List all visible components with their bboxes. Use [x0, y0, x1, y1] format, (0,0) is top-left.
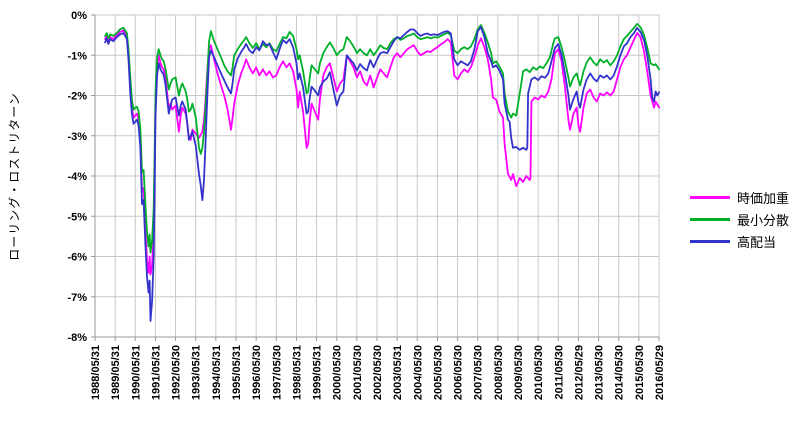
- legend-line-swatch-blue-icon: [690, 239, 730, 243]
- x-tick-label: 2003/05/31: [392, 345, 404, 400]
- x-tick-label: 1989/05/31: [110, 345, 122, 400]
- legend-label: 高配当: [737, 234, 777, 250]
- legend: 時価加重 最小分散 高配当: [690, 186, 789, 252]
- y-axis-title: ローリング・ロストリターン: [7, 92, 22, 261]
- x-tick-label: 2007/05/30: [473, 345, 485, 400]
- legend-item-cap-weighted: 時価加重: [690, 186, 789, 208]
- x-tick-label: 1992/05/30: [171, 345, 183, 400]
- legend-label: 最小分散: [737, 212, 790, 228]
- y-tick-label: -7%: [67, 292, 87, 304]
- x-tick-label: 1993/05/31: [191, 345, 203, 400]
- x-tick-label: 2015/05/30: [634, 345, 646, 400]
- x-tick-label: 2005/05/30: [432, 345, 444, 400]
- legend-label: 時価加重: [737, 190, 790, 206]
- y-tick-label: -1%: [67, 50, 87, 62]
- x-tick-label: 1995/05/31: [231, 345, 243, 400]
- x-tick-label: 2010/05/30: [533, 345, 545, 400]
- x-tick-label: 2002/05/30: [372, 345, 384, 400]
- x-tick-label: 2009/05/30: [513, 345, 525, 400]
- x-tick-label: 1990/05/31: [130, 345, 142, 400]
- series-line-high-dividend: [104, 26, 660, 322]
- y-tick-label: 0%: [71, 10, 87, 22]
- x-tick-label: 2008/05/30: [493, 345, 505, 400]
- x-tick-label: 1999/05/31: [312, 345, 324, 400]
- x-tick-label: 1998/05/31: [291, 345, 303, 400]
- x-tick-label: 1994/05/31: [211, 345, 223, 400]
- x-tick-label: 2001/05/30: [352, 345, 364, 400]
- legend-line-swatch-green-icon: [690, 217, 730, 221]
- x-tick-label: 1996/05/30: [251, 345, 263, 400]
- x-tick-label: 2011/05/30: [553, 345, 565, 399]
- x-tick-label: 1997/05/30: [271, 345, 283, 400]
- x-tick-label: 1991/05/31: [150, 345, 162, 400]
- legend-item-min-variance: 最小分散: [690, 208, 789, 230]
- x-tick-label: 2014/05/30: [614, 345, 626, 400]
- x-tick-label: 2016/05/29: [654, 345, 666, 400]
- x-tick-label: 2004/05/30: [412, 345, 424, 400]
- y-tick-label: -2%: [67, 91, 87, 103]
- x-tick-label: 2012/05/29: [573, 345, 585, 400]
- x-tick-label: 2013/05/30: [594, 345, 606, 400]
- y-tick-label: -6%: [67, 252, 87, 264]
- x-tick-label: 2006/05/30: [453, 345, 465, 400]
- y-tick-label: -4%: [67, 171, 87, 183]
- y-tick-label: -5%: [67, 211, 87, 223]
- x-tick-label: 2000/05/30: [332, 345, 344, 400]
- y-tick-label: -3%: [67, 131, 87, 143]
- legend-line-swatch-magenta-icon: [690, 195, 730, 199]
- x-tick-label: 1988/05/31: [90, 345, 102, 400]
- series-line-cap-weighted: [104, 29, 660, 276]
- series-line-min-variance: [104, 22, 660, 254]
- y-tick-label: -8%: [67, 332, 87, 344]
- legend-item-high-dividend: 高配当: [690, 230, 789, 252]
